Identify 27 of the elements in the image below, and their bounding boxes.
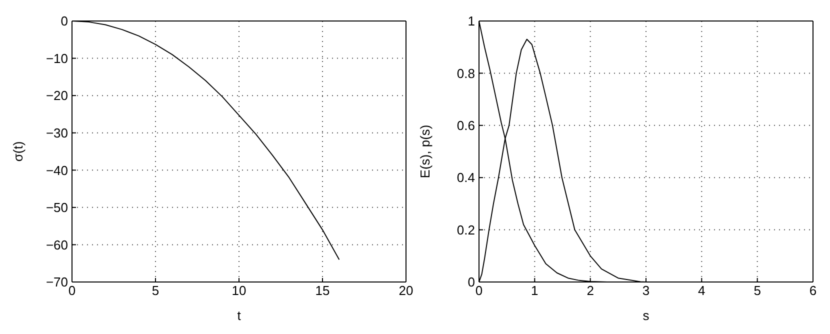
y-tick-label: 0.8: [456, 66, 475, 81]
x-axis-title: s: [642, 308, 650, 323]
y-tick-label: −20: [46, 88, 68, 104]
y-tick-label: 0.4: [456, 170, 475, 186]
y-axis-title: σ(t): [10, 141, 26, 162]
x-axis-title: t: [237, 308, 242, 323]
x-tick-label: 6: [809, 283, 817, 298]
y-axis-title: E(s), p(s): [418, 124, 433, 178]
x-tick-label: 10: [232, 283, 246, 298]
x-tick-label: 4: [698, 283, 706, 298]
y-tick-label: 0.6: [456, 118, 475, 134]
y-tick-label: −40: [46, 162, 68, 178]
x-tick-label: 15: [315, 283, 330, 298]
x-tick-label: 2: [586, 283, 594, 298]
y-tick-label: −60: [46, 237, 68, 252]
y-tick-label: −70: [46, 274, 68, 290]
y-tick-label: −50: [46, 200, 68, 216]
y-tick-label: 0.2: [456, 222, 475, 238]
y-tick-label: −10: [46, 50, 68, 66]
y-tick-label: −30: [46, 125, 68, 140]
x-tick-label: 1: [531, 283, 538, 298]
y-tick-label: 0: [60, 14, 68, 29]
x-tick-label: 5: [152, 283, 160, 298]
x-tick-label: 3: [642, 283, 650, 298]
x-tick-label: 5: [754, 283, 761, 298]
y-tick-label: 1: [468, 14, 475, 29]
x-tick-label: 20: [398, 283, 414, 298]
